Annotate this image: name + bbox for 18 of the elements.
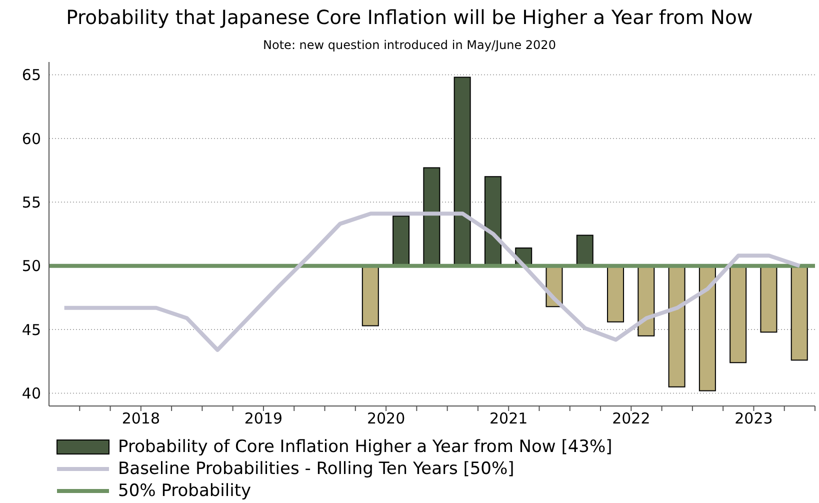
x-tick-label: 2021 [490,410,528,428]
y-tick-label: 55 [22,193,41,212]
legend-label: 50% Probability [118,480,252,502]
y-tick-label: 45 [22,320,41,339]
x-tick-label: 2022 [612,410,650,428]
y-tick-label: 50 [22,257,41,276]
y-tick-label: 65 [22,66,41,84]
legend-label: Baseline Probabilities - Rolling Ten Years [50%] [118,458,514,480]
chart-title: Probability that Japanese Core Inflation will be Higher a Year from Now [65,6,754,29]
x-tick-label: 2018 [122,410,160,428]
line-series [62,212,802,352]
x-tick-label: 2019 [244,410,283,428]
y-tick-label: 40 [22,384,41,403]
x-tick-label: 2020 [366,410,406,428]
legend-label: Probability of Core Inflation Higher a Year from Now [43%] [118,436,612,458]
chart-subtitle: Note: new question introduced in May/June 2020 [262,38,557,52]
x-tick-label: 2023 [734,410,773,428]
y-tick-label: 60 [22,130,41,148]
